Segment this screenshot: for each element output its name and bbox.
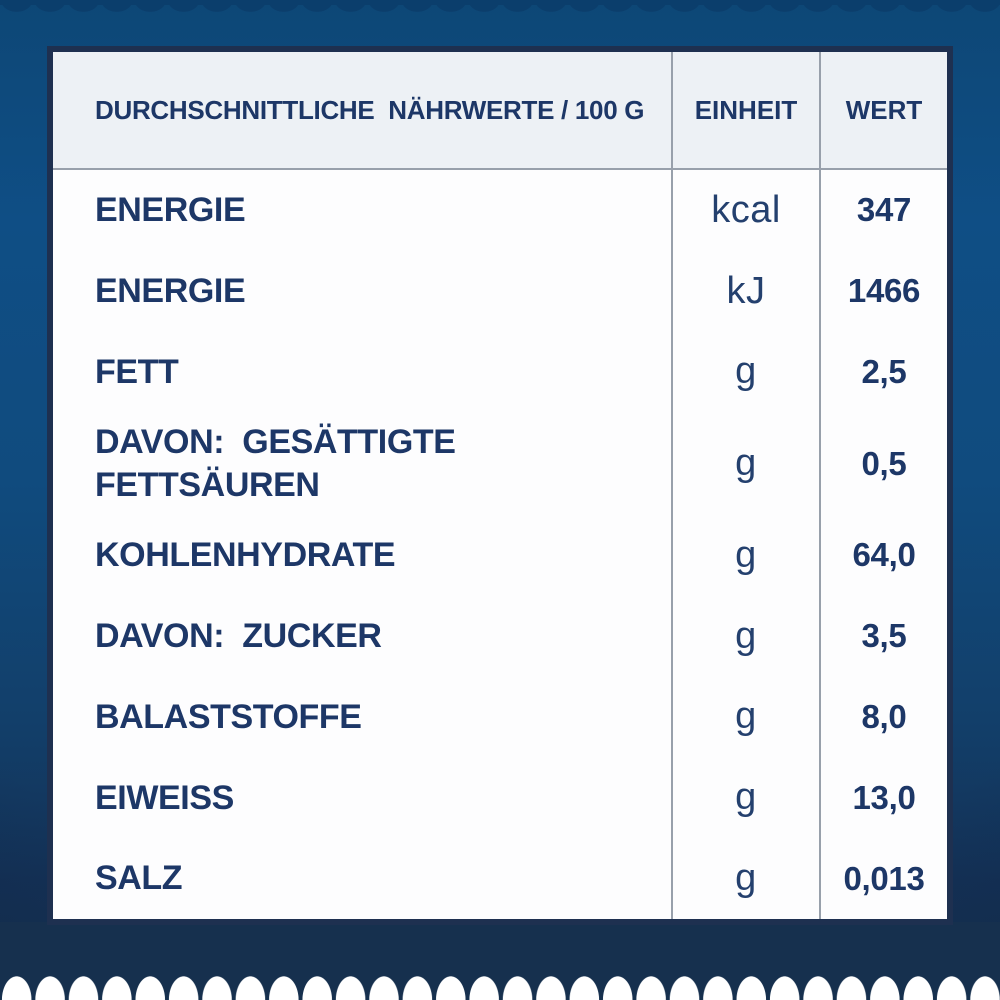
nutrient-unit: kJ <box>671 250 819 332</box>
nutrient-unit: g <box>671 595 819 677</box>
nutrient-label: DAVON: ZUCKER <box>95 616 382 655</box>
table-row: DAVON: ZUCKER g 3,5 <box>53 595 947 677</box>
nutrient-label: KOHLENHYDRATE <box>95 536 396 575</box>
nutrient-label: EIWEISS <box>95 778 234 817</box>
bottom-scalloped-edge <box>0 974 1000 1000</box>
table-row: FETT g 2,5 <box>53 331 947 413</box>
header-unit: EINHEIT <box>671 52 819 168</box>
nutrient-label: FETT <box>95 352 179 391</box>
table-row: ENERGIE kcal 347 <box>53 170 947 251</box>
nutrient-unit: g <box>671 757 819 839</box>
nutrient-value: 347 <box>819 170 947 251</box>
nutrient-label: ENERGIE <box>95 191 246 230</box>
table-row: KOHLENHYDRATE g 64,0 <box>53 515 947 596</box>
nutrient-value: 64,0 <box>819 515 947 596</box>
table-row: SALZ g 0,013 <box>53 838 947 919</box>
nutrition-table: DURCHSCHNITTLICHE NÄHRWERTE / 100 G EINH… <box>47 46 953 925</box>
table-row: ENERGIE kJ 1466 <box>53 250 947 332</box>
nutrient-value: 0,5 <box>819 412 947 515</box>
table-row: BALASTSTOFFE g 8,0 <box>53 676 947 758</box>
nutrient-label: DAVON: GESÄTTIGTE FETTSÄUREN <box>95 423 456 504</box>
nutrient-value: 3,5 <box>819 595 947 677</box>
table-body: ENERGIE kcal 347 ENERGIE kJ 1466 FETT g … <box>53 170 947 919</box>
nutrient-label: SALZ <box>95 859 183 898</box>
table-header-row: DURCHSCHNITTLICHE NÄHRWERTE / 100 G EINH… <box>53 52 947 170</box>
header-nutrients-per-100g: DURCHSCHNITTLICHE NÄHRWERTE / 100 G <box>95 94 645 125</box>
bottom-navy-band <box>0 922 1000 1000</box>
nutrient-value: 1466 <box>819 250 947 332</box>
nutrient-value: 8,0 <box>819 676 947 758</box>
nutrient-unit: kcal <box>671 170 819 251</box>
table-row: DAVON: GESÄTTIGTE FETTSÄUREN g 0,5 <box>53 412 947 515</box>
nutrient-value: 13,0 <box>819 757 947 839</box>
nutrient-unit: g <box>671 331 819 413</box>
table-row: EIWEISS g 13,0 <box>53 757 947 839</box>
nutrient-value: 0,013 <box>819 838 947 919</box>
nutrient-unit: g <box>671 838 819 919</box>
nutrient-label: BALASTSTOFFE <box>95 697 362 736</box>
nutrient-label: ENERGIE <box>95 271 246 310</box>
top-scalloped-edge <box>0 0 1000 16</box>
header-value: WERT <box>819 52 947 168</box>
nutrient-unit: g <box>671 676 819 758</box>
nutrient-unit: g <box>671 515 819 596</box>
nutrient-unit: g <box>671 412 819 515</box>
nutrient-value: 2,5 <box>819 331 947 413</box>
